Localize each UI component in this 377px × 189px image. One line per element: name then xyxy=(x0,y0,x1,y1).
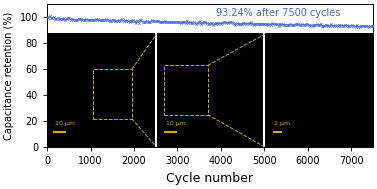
Text: 10 μm: 10 μm xyxy=(166,122,185,126)
X-axis label: Cycle number: Cycle number xyxy=(167,172,253,185)
Text: 93.24% after 7500 cycles: 93.24% after 7500 cycles xyxy=(216,9,341,19)
Y-axis label: Capacitance retention (%): Capacitance retention (%) xyxy=(4,12,14,140)
Text: 20 μm: 20 μm xyxy=(55,122,75,126)
Bar xyxy=(164,65,208,115)
Text: 2 μm: 2 μm xyxy=(274,122,290,126)
Bar xyxy=(93,69,132,119)
